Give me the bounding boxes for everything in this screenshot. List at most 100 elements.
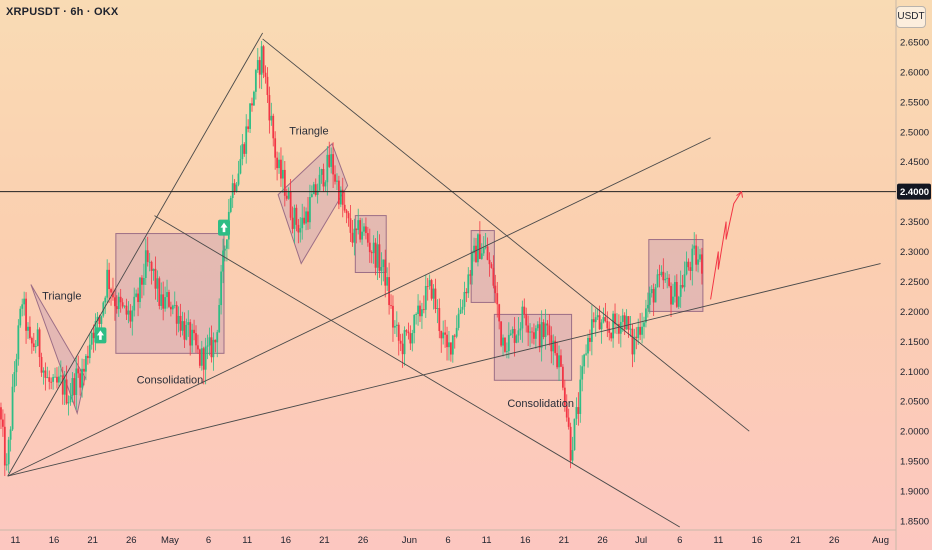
candle-body: [23, 298, 26, 305]
time-tick-label: 16: [281, 535, 292, 546]
time-tick-label: 21: [559, 535, 570, 546]
candle-body: [625, 316, 628, 330]
candle-body: [73, 378, 76, 396]
candle-body: [538, 324, 541, 348]
candle-body: [156, 278, 159, 289]
candle-body: [608, 328, 611, 333]
candle-body: [71, 378, 74, 396]
candle-body: [664, 278, 667, 281]
candle-body: [399, 340, 402, 344]
candle-body: [426, 286, 429, 287]
candle-body: [444, 332, 447, 335]
candle-body: [106, 269, 109, 298]
candle-body: [212, 339, 215, 358]
candle-body: [693, 245, 696, 249]
price-tick-label: 1.9500: [900, 457, 929, 468]
candle-body: [309, 197, 311, 223]
candle-body: [204, 346, 207, 370]
current-price-tag: [897, 183, 931, 200]
candle-body: [536, 324, 539, 329]
candle-body: [606, 320, 609, 329]
candle-body: [575, 407, 578, 419]
price-tick-label: 2.0000: [900, 427, 929, 438]
candle-body: [179, 315, 182, 331]
candle-body: [571, 450, 574, 461]
time-tick-label: 21: [319, 535, 330, 546]
time-tick-label: Jul: [635, 535, 647, 546]
price-axis[interactable]: 2.6500 2.6000 2.5500 2.5000 2.4500 2.3500 2.30…: [897, 37, 931, 528]
currency-unit-badge[interactable]: USDT: [896, 6, 926, 28]
price-tick-label: 2.3000: [900, 247, 929, 258]
candle-body: [656, 274, 659, 288]
candle-body: [604, 317, 607, 321]
diamond-pattern-2: [277, 142, 349, 265]
candle-body: [600, 322, 603, 330]
candle-body: [81, 368, 83, 388]
candle-body: [513, 329, 516, 343]
candle-body: [61, 375, 64, 395]
candle-body: [173, 305, 176, 306]
candle-body: [465, 291, 468, 294]
trendlines: [0, 32, 896, 528]
candle-body: [534, 328, 537, 339]
candle-body: [283, 169, 286, 196]
candle-body: [505, 351, 508, 352]
candle-body: [69, 395, 72, 403]
candle-body: [672, 296, 674, 305]
candle-body: [473, 245, 475, 254]
candle-body: [542, 322, 545, 338]
candle-body: [148, 261, 151, 263]
candle-body: [216, 332, 219, 343]
candle-body: [181, 321, 184, 331]
candle-body: [303, 217, 306, 224]
candle-body: [529, 331, 531, 333]
candle-body: [673, 281, 676, 297]
candle-body: [523, 306, 526, 315]
candle-body: [29, 326, 31, 339]
candle-body: [119, 296, 122, 303]
candle-body: [641, 326, 643, 335]
price-tick-label: 2.2500: [900, 277, 929, 288]
candle-body: [249, 103, 251, 129]
candle-body: [339, 189, 342, 205]
candle-body: [546, 323, 549, 326]
time-tick-label: 26: [829, 535, 840, 546]
candle-body: [38, 329, 41, 358]
candle-body: [206, 345, 209, 347]
candle-body: [432, 288, 435, 299]
candle-body: [88, 344, 91, 359]
candle-body: [330, 154, 333, 167]
candle-body: [438, 308, 441, 332]
candle-body: [395, 324, 398, 326]
candle-body: [193, 329, 195, 334]
time-axis[interactable]: 11 16 21 26 May 6 11 16 21 26 Jun 6 11 16 21 26 Jul 6 11 16…: [11, 535, 889, 546]
candle-body: [662, 271, 665, 281]
candle-body: [548, 325, 551, 336]
candle-body: [386, 277, 389, 286]
price-tick-label: 2.3500: [900, 217, 929, 228]
candle-body: [297, 224, 300, 233]
time-tick-label: 26: [358, 535, 369, 546]
time-tick-label: 6: [206, 535, 211, 546]
candle-body: [162, 294, 165, 309]
candle-body: [355, 228, 358, 231]
symbol-title[interactable]: XRPUSDT · 6h · OKX: [6, 6, 119, 18]
trendline-1: [262, 38, 750, 432]
candle-body: [129, 310, 132, 322]
candle-body: [293, 207, 296, 229]
candle-body: [79, 373, 82, 388]
candle-body: [453, 335, 456, 337]
candle-body: [430, 280, 433, 299]
candle-body: [305, 211, 307, 224]
candle-body: [467, 274, 470, 294]
time-tick-label: 11: [713, 535, 723, 546]
candle-body: [629, 328, 632, 330]
candle-body: [229, 198, 232, 212]
candle-body: [177, 315, 180, 324]
candle-body: [231, 183, 234, 199]
candle-body: [289, 191, 292, 218]
candle-body: [384, 259, 387, 286]
candle-body: [314, 184, 317, 195]
